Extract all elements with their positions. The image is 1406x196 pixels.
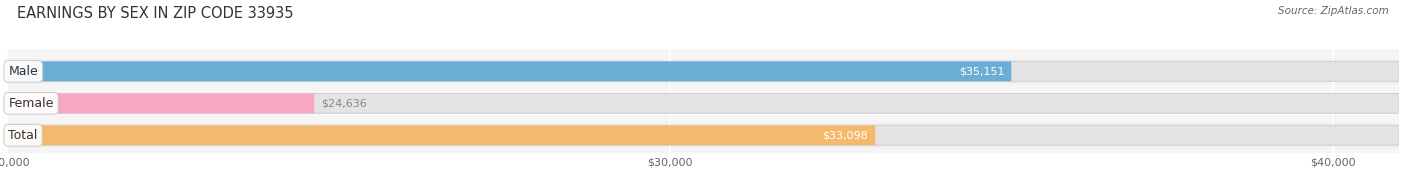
FancyBboxPatch shape xyxy=(7,93,1399,113)
Text: $35,151: $35,151 xyxy=(959,66,1004,76)
Bar xyxy=(7,59,1399,84)
Text: $24,636: $24,636 xyxy=(322,98,367,108)
Bar xyxy=(7,122,1399,148)
Text: Total: Total xyxy=(8,129,38,142)
Text: Source: ZipAtlas.com: Source: ZipAtlas.com xyxy=(1278,6,1389,16)
Text: Male: Male xyxy=(8,65,38,78)
FancyBboxPatch shape xyxy=(7,125,875,145)
FancyBboxPatch shape xyxy=(7,62,1399,81)
Text: EARNINGS BY SEX IN ZIP CODE 33935: EARNINGS BY SEX IN ZIP CODE 33935 xyxy=(17,6,294,21)
Text: $33,098: $33,098 xyxy=(823,130,869,140)
Bar xyxy=(7,91,1399,116)
FancyBboxPatch shape xyxy=(7,62,1011,81)
FancyBboxPatch shape xyxy=(7,93,315,113)
Text: Female: Female xyxy=(8,97,53,110)
FancyBboxPatch shape xyxy=(7,125,1399,145)
